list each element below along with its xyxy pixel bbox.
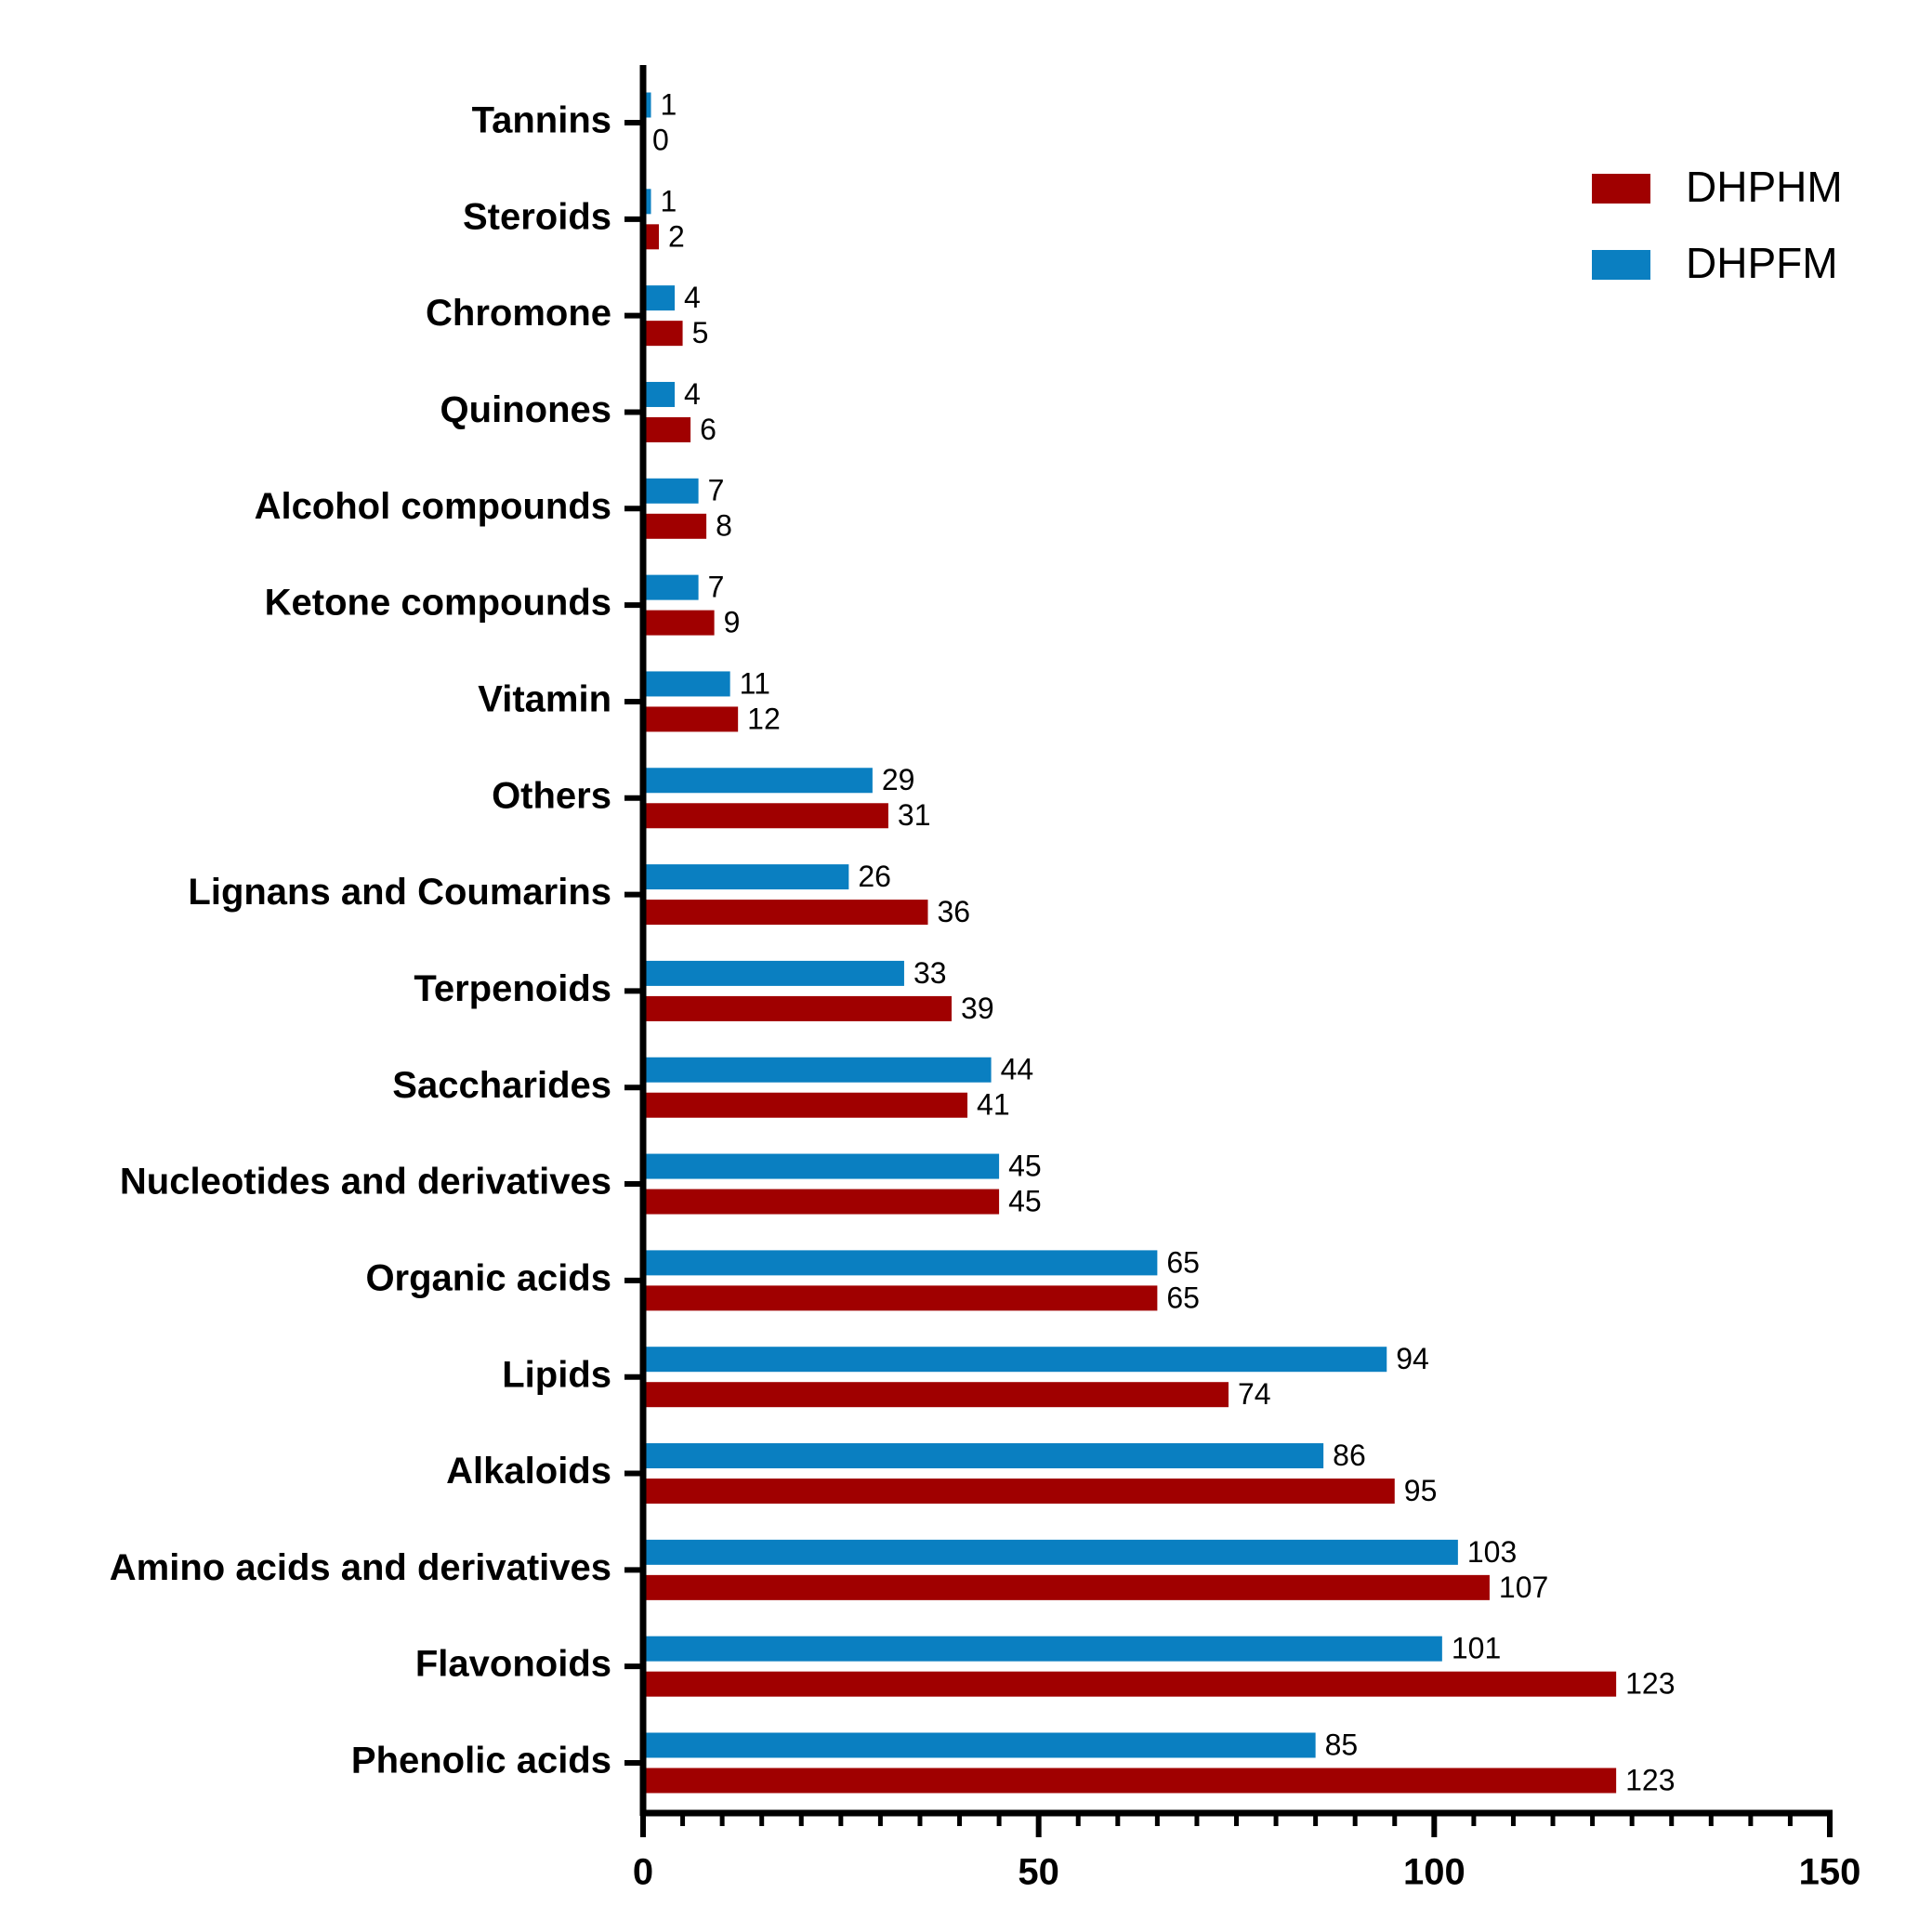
bar bbox=[643, 1768, 1617, 1794]
bar bbox=[643, 1153, 1000, 1179]
bar bbox=[643, 706, 739, 732]
bar bbox=[643, 574, 699, 600]
value-label: 7 bbox=[708, 474, 725, 507]
bar bbox=[643, 513, 707, 539]
bar bbox=[643, 1250, 1158, 1276]
value-label: 103 bbox=[1467, 1535, 1517, 1569]
category-label: Lipids bbox=[502, 1354, 611, 1395]
value-label: 65 bbox=[1166, 1281, 1200, 1314]
x-tick-label: 100 bbox=[1403, 1852, 1465, 1893]
category-label: Alkaloids bbox=[446, 1451, 611, 1492]
legend-swatch bbox=[1592, 250, 1650, 280]
value-label: 1 bbox=[661, 87, 677, 121]
category-label: Vitamin bbox=[478, 679, 611, 720]
category-label: Steroids bbox=[463, 196, 611, 237]
value-label: 39 bbox=[961, 992, 994, 1025]
bar bbox=[643, 1092, 968, 1118]
category-label: Nucleotides and derivatives bbox=[120, 1162, 611, 1203]
value-label: 4 bbox=[684, 377, 701, 411]
category-label: Flavonoids bbox=[415, 1644, 611, 1685]
value-label: 65 bbox=[1166, 1245, 1200, 1279]
bar bbox=[643, 478, 699, 504]
category-label: Amino acids and derivatives bbox=[110, 1547, 611, 1588]
value-label: 8 bbox=[716, 509, 732, 543]
legend-label: DHPFM bbox=[1686, 239, 1838, 287]
value-label: 31 bbox=[898, 798, 931, 832]
bar bbox=[643, 1443, 1324, 1469]
value-label: 0 bbox=[652, 123, 669, 156]
value-label: 95 bbox=[1404, 1474, 1438, 1507]
value-label: 45 bbox=[1008, 1185, 1042, 1218]
value-label: 86 bbox=[1333, 1439, 1366, 1472]
category-label: Phenolic acids bbox=[351, 1741, 611, 1781]
bar bbox=[643, 189, 651, 215]
category-label: Lignans and Coumarins bbox=[188, 872, 611, 913]
value-label: 6 bbox=[700, 413, 716, 446]
bar bbox=[643, 671, 730, 697]
value-label: 33 bbox=[913, 956, 947, 990]
category-label: Others bbox=[492, 775, 611, 816]
bar bbox=[643, 995, 953, 1021]
value-label: 123 bbox=[1625, 1667, 1675, 1701]
value-label: 12 bbox=[747, 702, 781, 735]
bar bbox=[643, 900, 928, 926]
value-label: 36 bbox=[937, 895, 970, 928]
value-label: 123 bbox=[1625, 1763, 1675, 1796]
value-label: 45 bbox=[1008, 1150, 1042, 1183]
category-label: Tannins bbox=[472, 100, 611, 141]
value-label: 29 bbox=[882, 763, 915, 796]
value-label: 74 bbox=[1238, 1377, 1271, 1411]
value-label: 4 bbox=[684, 281, 701, 314]
bar bbox=[643, 416, 691, 442]
bar bbox=[643, 864, 849, 890]
value-label: 26 bbox=[858, 860, 891, 893]
bar bbox=[643, 1636, 1442, 1662]
value-label: 94 bbox=[1396, 1342, 1429, 1375]
bar bbox=[643, 1732, 1316, 1758]
bar bbox=[643, 1539, 1458, 1565]
bar bbox=[643, 1347, 1387, 1373]
category-label: Terpenoids bbox=[414, 968, 611, 1009]
bar bbox=[643, 321, 683, 347]
bar bbox=[643, 92, 651, 118]
value-label: 5 bbox=[692, 316, 709, 349]
bar bbox=[643, 1382, 1229, 1408]
bar bbox=[643, 285, 676, 311]
value-label: 44 bbox=[1001, 1053, 1034, 1086]
value-label: 107 bbox=[1499, 1571, 1548, 1604]
value-label: 41 bbox=[977, 1088, 1010, 1122]
value-label: 9 bbox=[724, 606, 741, 639]
legend-label: DHPHM bbox=[1686, 163, 1843, 211]
bar bbox=[643, 224, 660, 250]
bar bbox=[643, 1479, 1395, 1505]
bar bbox=[643, 1285, 1158, 1311]
x-tick-label: 150 bbox=[1799, 1852, 1861, 1893]
bar bbox=[643, 768, 873, 794]
value-label: 7 bbox=[708, 571, 725, 604]
bar bbox=[643, 1574, 1490, 1600]
category-label: Alcohol compounds bbox=[255, 486, 611, 527]
category-label: Saccharides bbox=[392, 1065, 611, 1106]
value-label: 1 bbox=[661, 184, 677, 217]
bar bbox=[643, 610, 715, 636]
x-tick-label: 0 bbox=[633, 1852, 653, 1893]
category-label: Quinones bbox=[440, 389, 611, 430]
bar bbox=[643, 1671, 1617, 1697]
bar bbox=[643, 1189, 1000, 1215]
value-label: 11 bbox=[740, 666, 770, 700]
bar bbox=[643, 1057, 992, 1083]
category-label: Organic acids bbox=[365, 1257, 611, 1298]
bar bbox=[643, 803, 888, 829]
value-label: 101 bbox=[1452, 1632, 1501, 1665]
legend-swatch bbox=[1592, 174, 1650, 204]
bar bbox=[643, 381, 676, 407]
category-label: Chromone bbox=[426, 293, 611, 334]
value-label: 85 bbox=[1325, 1728, 1359, 1761]
bar bbox=[643, 960, 904, 986]
category-label: Ketone compounds bbox=[265, 583, 611, 624]
x-tick-label: 50 bbox=[1018, 1852, 1059, 1893]
value-label: 2 bbox=[668, 219, 685, 253]
